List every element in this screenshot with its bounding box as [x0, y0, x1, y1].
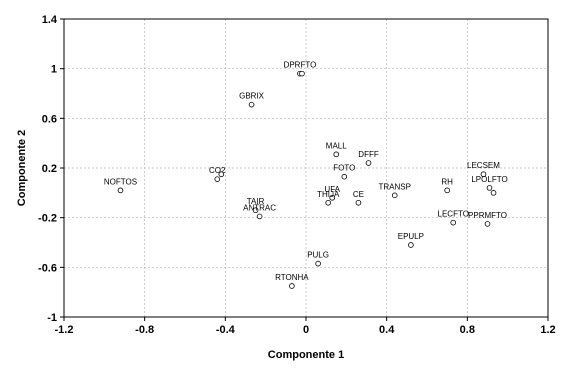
y-tick-label: 0.6 — [42, 113, 57, 125]
point-label: CO2 — [209, 166, 226, 175]
y-axis: -1 -0.6 -0.2 0.2 0.6 1 1.4 — [38, 14, 64, 324]
data-point — [408, 242, 414, 248]
data-point — [117, 187, 124, 194]
data-point — [252, 207, 259, 214]
x-tick-label: -0.8 — [135, 324, 154, 336]
point-label: ANTRAC — [243, 203, 276, 212]
x-tick-label: 0.8 — [460, 324, 475, 336]
data-point — [333, 151, 340, 158]
y-axis-title: Componente 2 — [16, 130, 28, 206]
data-point — [214, 176, 221, 182]
point-label: DPRFTO — [284, 61, 317, 70]
point-label: PULG — [307, 251, 329, 260]
point-label: TAIR — [247, 197, 265, 206]
point-label: TRANSP — [379, 182, 411, 191]
data-point — [450, 219, 457, 226]
data-point — [391, 192, 398, 199]
x-axis-title: Componente 1 — [268, 349, 344, 361]
y-tick-label: 1.4 — [42, 14, 58, 26]
y-tick-label: 0.2 — [42, 163, 57, 175]
x-tick-label: 0 — [303, 324, 309, 336]
point-label: EPULP — [398, 232, 424, 241]
data-point — [480, 171, 487, 178]
point-label: RTONHA — [275, 273, 309, 282]
data-point — [299, 70, 305, 77]
y-tick-label: -0.6 — [38, 262, 57, 274]
point-label: CE — [353, 190, 364, 199]
data-point — [315, 260, 321, 267]
data-point — [256, 213, 263, 220]
data-point — [248, 101, 255, 108]
x-tick-label: -1.2 — [55, 324, 74, 336]
x-tick-label: 1.2 — [540, 324, 555, 336]
data-point — [355, 199, 362, 206]
y-tick-label: -0.2 — [38, 213, 57, 225]
x-tick-label: -0.4 — [216, 324, 236, 336]
data-point — [289, 283, 295, 289]
data-point — [329, 195, 336, 201]
point-label: MALL — [326, 141, 347, 150]
x-axis: -1.2 -0.8 -0.4 0 0.4 0.8 1.2 — [55, 317, 556, 336]
y-tick-label: -1 — [47, 312, 57, 324]
data-point — [486, 185, 493, 191]
point-label: UFA — [324, 185, 340, 194]
point-label: LECFTO — [438, 210, 469, 219]
data-point — [341, 173, 348, 180]
point-label: PPRMFTO — [468, 211, 507, 220]
data-point — [218, 171, 225, 178]
point-label: RH — [441, 177, 453, 186]
point-label: GBRIX — [239, 92, 265, 101]
point-label: LECSEM — [467, 161, 500, 170]
data-point — [365, 160, 372, 166]
point-label: LPOLFTO — [471, 175, 507, 184]
y-tick-label: 1 — [51, 64, 57, 76]
data-point — [444, 187, 450, 194]
point-label: THIJA — [317, 190, 340, 199]
data-point — [490, 190, 497, 196]
point-label: FOTO — [333, 164, 355, 173]
grid — [64, 19, 548, 317]
data-point — [484, 221, 491, 227]
point-label: DFFF — [358, 150, 379, 159]
x-tick-label: 0.4 — [379, 324, 395, 336]
point-label: NOFTOS — [104, 177, 137, 186]
data-point — [325, 199, 331, 206]
